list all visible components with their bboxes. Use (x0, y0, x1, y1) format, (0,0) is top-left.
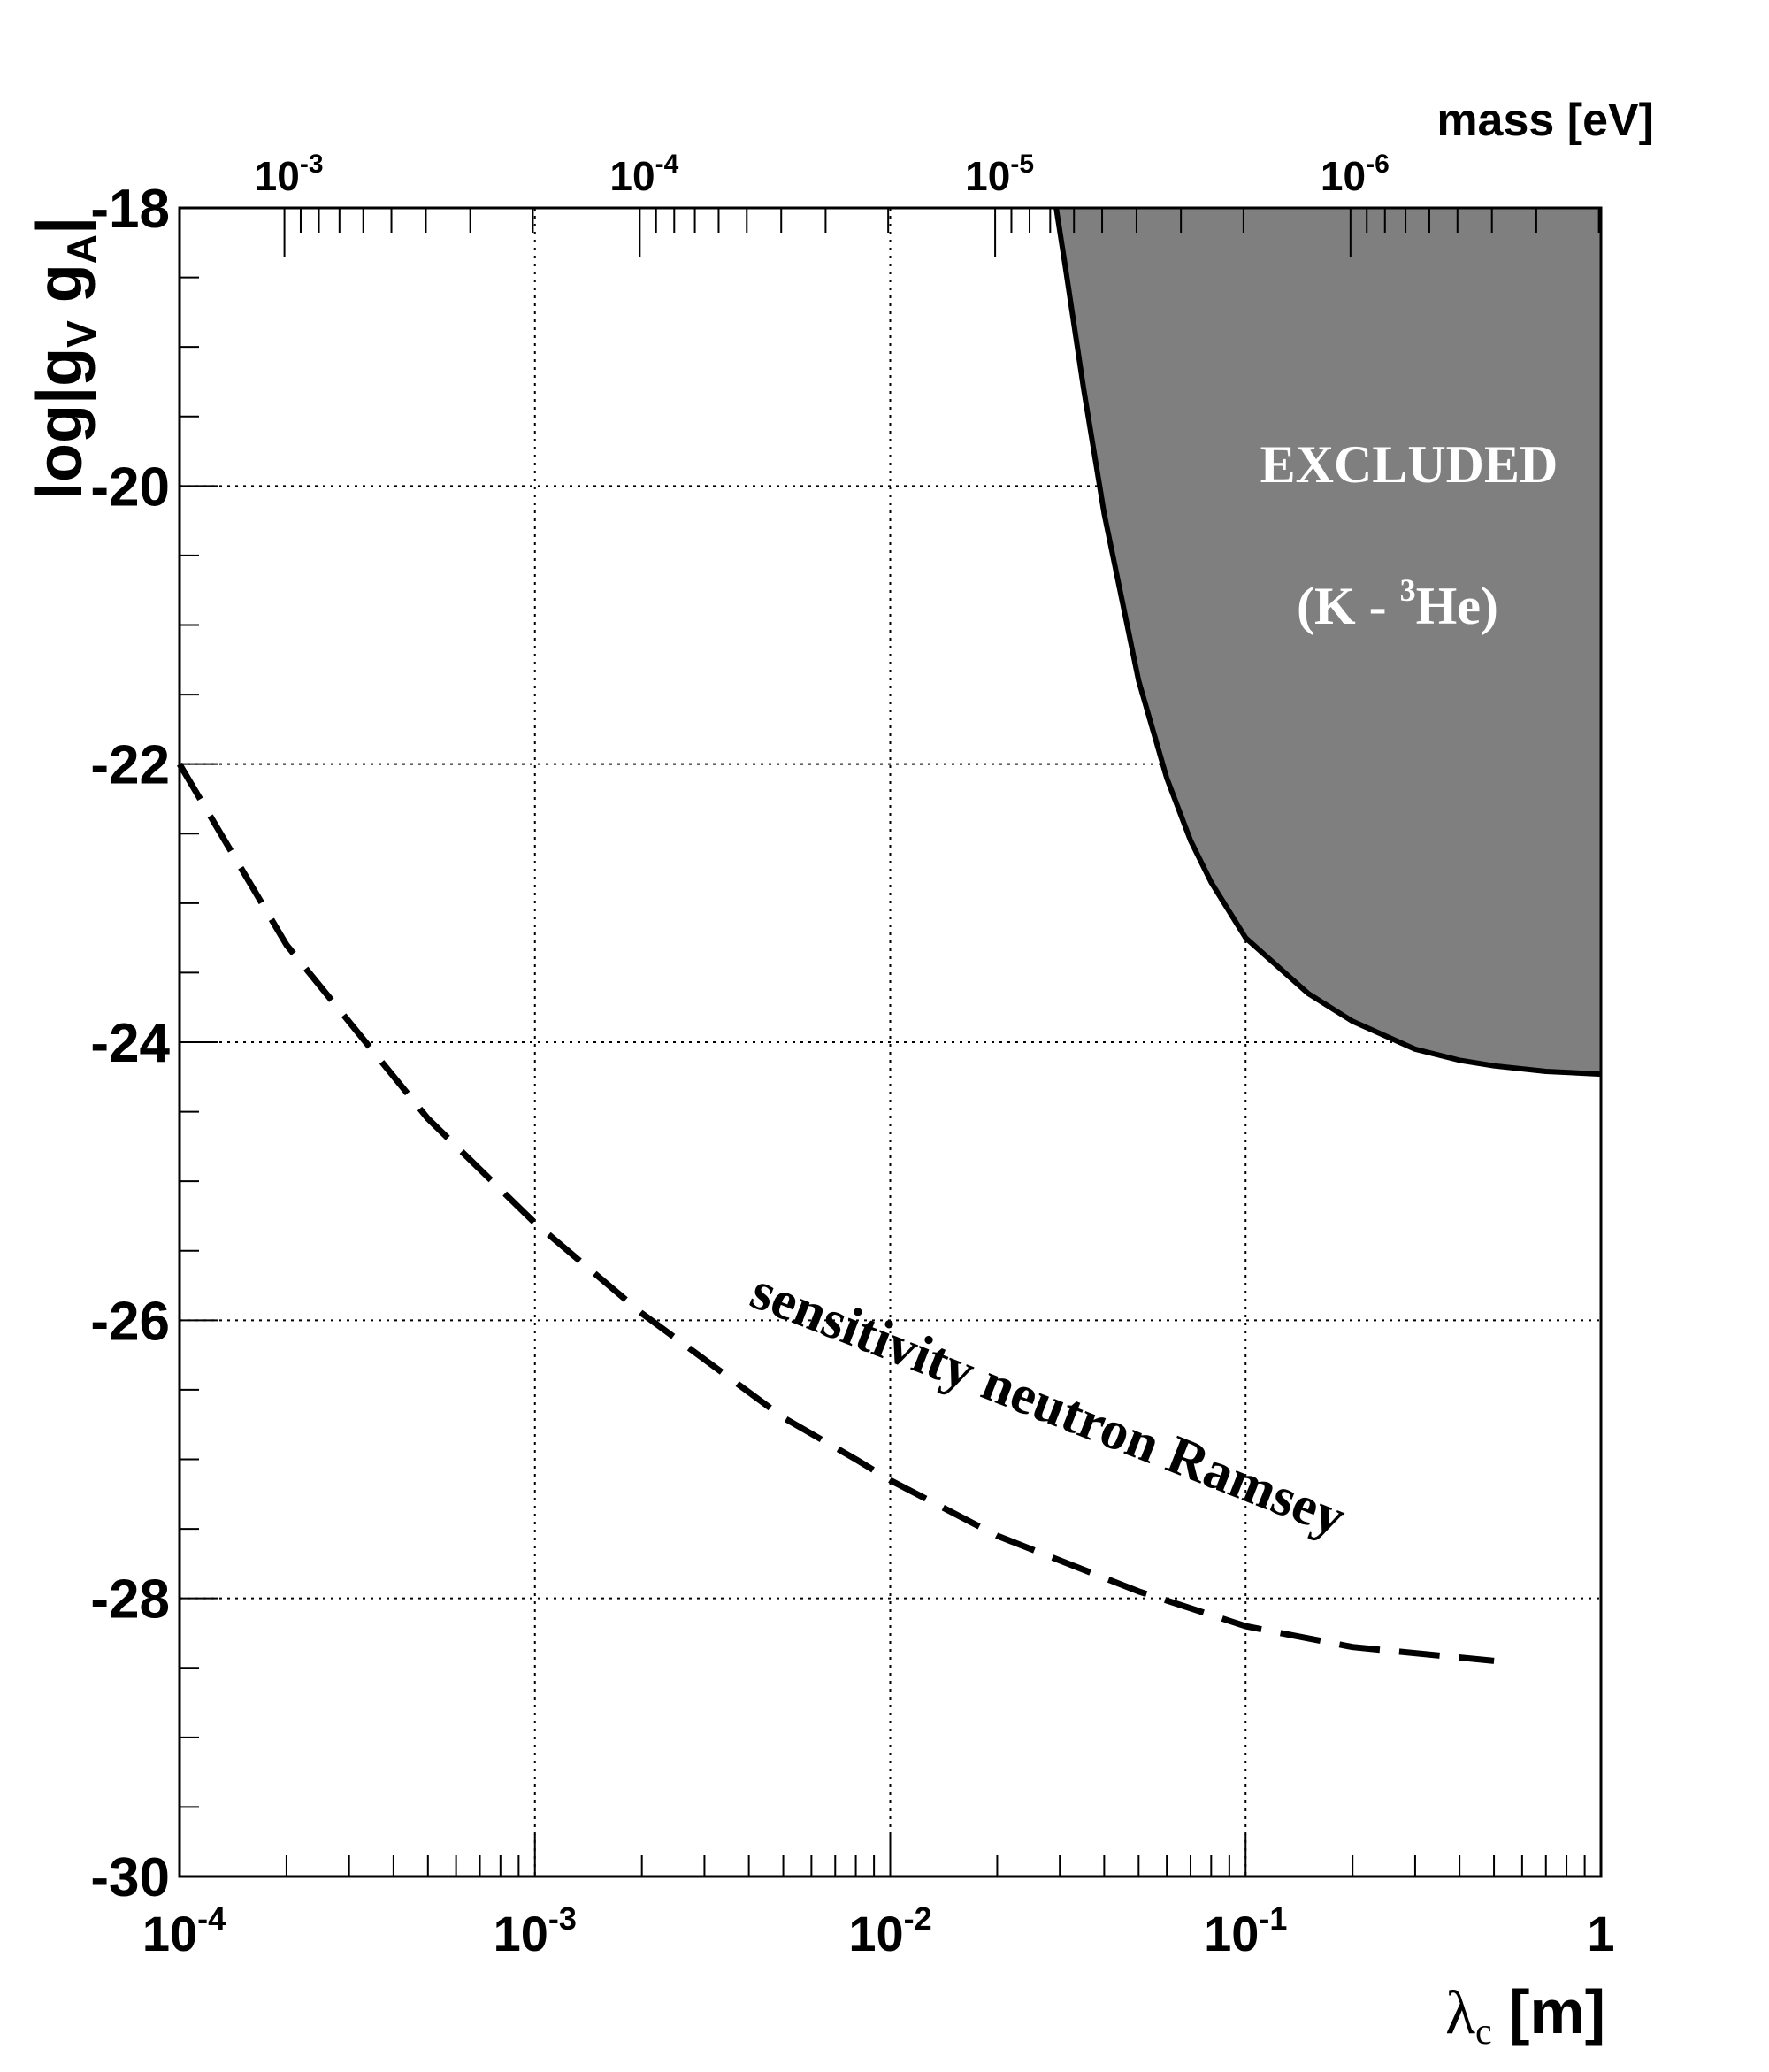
x-axis-title: λc [m] (1445, 1977, 1605, 2053)
x-tick-label-base: 10 (1204, 1906, 1259, 1961)
x-tick-label-base: 10 (142, 1906, 197, 1961)
x-tick-label-exp: -2 (904, 1900, 932, 1937)
top-tick-label-exp: -5 (1010, 150, 1034, 179)
top-tick-label-base: 10 (965, 153, 1010, 199)
excluded-experiment-sup: 3 (1400, 572, 1416, 608)
x-tick-label: 10-2 (848, 1900, 931, 1961)
x-tick-label-base: 10 (494, 1906, 548, 1961)
axis-ticks (179, 207, 1600, 1877)
top-tick-label: 10-5 (965, 150, 1034, 199)
x-axis-title-symbol: λ (1445, 1979, 1475, 2047)
x-tick-label-exp: -3 (548, 1900, 577, 1937)
excluded-experiment-label: (K - 3He) (1297, 572, 1498, 635)
x-tick-label: 10-4 (142, 1900, 226, 1961)
x-axis-title-sub: c (1475, 2012, 1492, 2053)
x-tick-label-exp: -4 (197, 1900, 226, 1937)
excluded-experiment-post: He) (1416, 577, 1498, 635)
x-tick-label: 10-3 (494, 1900, 577, 1961)
top-axis-title: mass [eV] (1436, 95, 1654, 146)
y-axis-title-sub1: V (58, 320, 104, 348)
excluded-label: EXCLUDED (1260, 435, 1558, 494)
y-tick-label: -28 (90, 1569, 170, 1631)
top-tick-label-base: 10 (255, 153, 300, 199)
x-tick-label-base: 10 (848, 1906, 903, 1961)
excluded-region-layer (1053, 207, 1602, 1078)
y-tick-label: -30 (90, 1847, 170, 1908)
y-tick-label: -20 (90, 457, 170, 518)
excluded-region-fill (1056, 208, 1601, 1075)
sensitivity-curve-layer (176, 762, 1495, 1664)
excluded-experiment-pre: (K - (1297, 577, 1400, 635)
x-tick-label-base: 1 (1587, 1906, 1614, 1961)
top-tick-label-base: 10 (609, 153, 655, 199)
x-tick-label-exp: -1 (1259, 1900, 1287, 1937)
y-axis-title: log|gV gA| (25, 217, 104, 500)
y-axis-title-sub2: A (58, 234, 104, 264)
excluded-region-boundary (1053, 207, 1602, 1078)
x-tick-label: 10-1 (1204, 1900, 1287, 1961)
sensitivity-dashed-line (176, 762, 1495, 1664)
top-tick-label: 10-4 (609, 150, 678, 199)
grid-lines (180, 208, 1601, 1876)
y-axis-title-pre: log|g (25, 348, 96, 500)
x-tick-label: 1 (1587, 1906, 1614, 1961)
top-tick-label-exp: -6 (1366, 150, 1390, 179)
y-tick-label: -22 (90, 735, 170, 796)
top-tick-label-exp: -4 (655, 150, 679, 179)
top-tick-label-exp: -3 (300, 150, 324, 179)
tick-labels: 10-4 10-3 10-2 10-1 110-3 10-4 10-5 10-6-18-20-… (90, 150, 1614, 1961)
top-tick-label-base: 10 (1321, 153, 1366, 199)
y-tick-label: -24 (90, 1013, 170, 1074)
y-axis-title-mid: g (25, 264, 96, 320)
top-tick-label: 10-3 (255, 150, 324, 199)
y-axis-title-post: | (25, 217, 96, 234)
y-tick-label: -26 (90, 1291, 170, 1352)
x-axis-title-unit: [m] (1492, 1977, 1605, 2046)
y-tick-label: -18 (90, 179, 170, 240)
top-tick-label: 10-6 (1321, 150, 1390, 199)
